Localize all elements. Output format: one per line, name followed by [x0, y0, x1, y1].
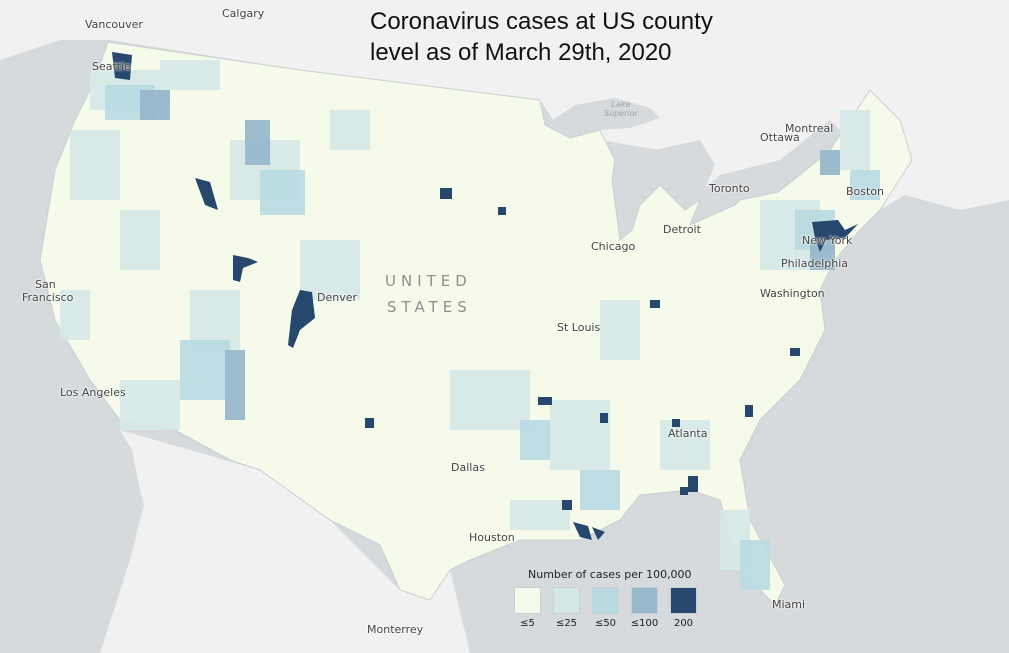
- legend-label-le50: ≤50: [594, 618, 617, 629]
- legend-swatch-le5: [514, 587, 541, 614]
- lake-ontario: [735, 182, 778, 200]
- city-label-miami: Miami: [772, 598, 806, 611]
- city-label-chicago: Chicago: [591, 240, 636, 253]
- map-title: Coronavirus cases at US county level as …: [370, 6, 750, 68]
- legend-swatch-le100: [631, 587, 658, 614]
- lake-huron: [655, 140, 715, 210]
- city-label-francisco: Francisco: [22, 291, 74, 304]
- canada-landmass: [0, 0, 1009, 210]
- city-label-houston: Houston: [469, 531, 515, 544]
- lake-label-line-2: Superior: [604, 109, 638, 118]
- map-legend: Number of cases per 100,000 ≤5 ≤25 ≤50 ≤…: [508, 568, 708, 629]
- city-label-atlanta: Atlanta: [668, 427, 708, 440]
- city-label-washington: Washington: [760, 287, 825, 300]
- country-label-united: UNITED: [385, 272, 472, 290]
- city-label-calgary: Calgary: [222, 7, 265, 20]
- city-label-los-angeles: Los Angeles: [60, 386, 126, 399]
- legend-swatch-200: [670, 587, 697, 614]
- counties-200: [112, 52, 858, 540]
- city-label-st-louis: St Louis: [557, 321, 601, 334]
- lake-label-line-1: Lake: [611, 100, 631, 109]
- counties-le50: [105, 85, 880, 590]
- legend-label-200: 200: [673, 618, 694, 629]
- lake-superior: [545, 98, 660, 138]
- legend-label-le25: ≤25: [555, 618, 578, 629]
- counties-le100: [140, 90, 840, 420]
- city-label-denver: Denver: [317, 291, 358, 304]
- legend-label-le5: ≤5: [520, 618, 535, 629]
- city-label-boston: Boston: [846, 185, 885, 198]
- city-label-dallas: Dallas: [451, 461, 485, 474]
- city-label-ottawa: Ottawa: [760, 131, 800, 144]
- legend-bin-le25: ≤25: [553, 587, 580, 629]
- title-line-2: level as of March 29th, 2020: [370, 39, 672, 66]
- legend-bin-le100: ≤100: [631, 587, 658, 629]
- legend-swatch-le25: [553, 587, 580, 614]
- lake-superior-label: Lake Superior: [604, 100, 638, 118]
- city-label-seattle: Seattle: [92, 60, 131, 73]
- legend-bin-le5: ≤5: [514, 587, 541, 629]
- city-label-montreal: Montreal: [785, 122, 834, 135]
- city-label-toronto: Toronto: [709, 182, 750, 195]
- legend-title: Number of cases per 100,000: [528, 568, 692, 581]
- baja-peninsula: [130, 440, 210, 625]
- country-label-states: STATES: [387, 298, 472, 316]
- city-label-detroit: Detroit: [663, 223, 701, 236]
- legend-swatch-le50: [592, 587, 619, 614]
- city-label-san: San: [35, 278, 56, 291]
- legend-bin-200: 200: [670, 587, 697, 629]
- legend-bin-le50: ≤50: [592, 587, 619, 629]
- title-line-1: Coronavirus cases at US county: [370, 8, 713, 35]
- city-label-monterrey: Monterrey: [367, 623, 424, 636]
- city-label-philadelphia: Philadelphia: [781, 257, 849, 270]
- legend-label-le100: ≤100: [630, 618, 659, 629]
- city-label-vancouver: Vancouver: [85, 18, 143, 31]
- legend-bins: ≤5 ≤25 ≤50 ≤100 200: [508, 587, 708, 629]
- city-label-new-york: New York: [802, 234, 853, 247]
